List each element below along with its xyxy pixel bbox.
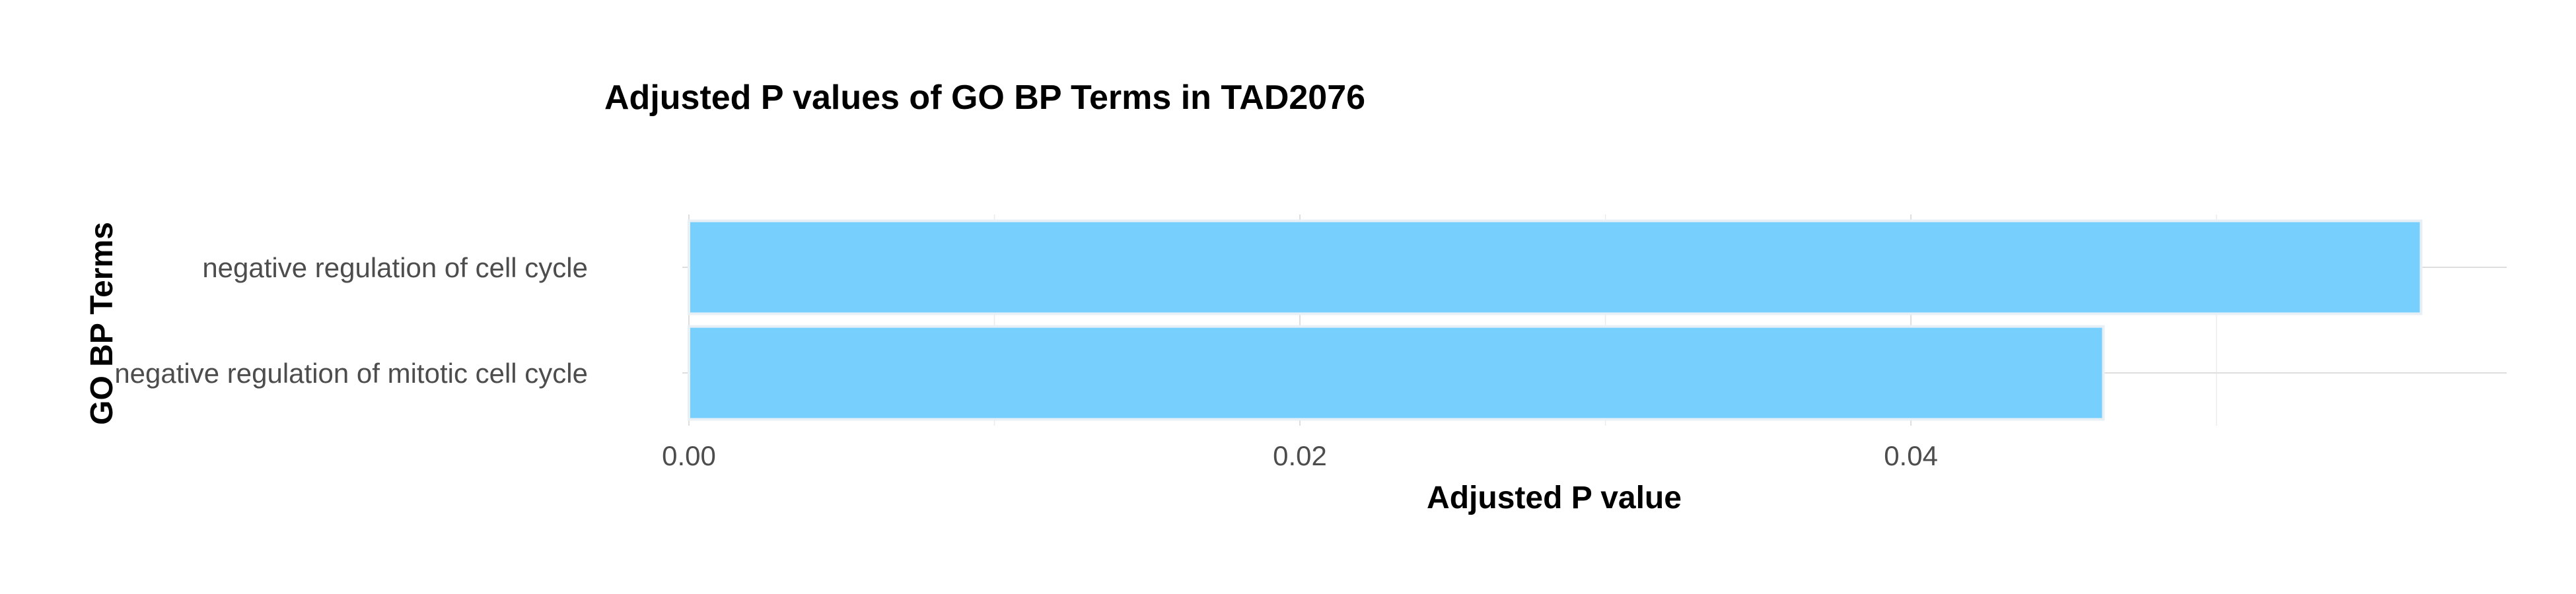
category-label: negative regulation of mitotic cell cycl… — [114, 358, 588, 389]
category-labels: negative regulation of cell cycle negativ… — [114, 252, 588, 389]
x-tick-label: 0.02 — [1273, 440, 1327, 471]
bars — [688, 219, 2423, 421]
x-axis-title: Adjusted P value — [1427, 480, 1682, 515]
y-axis-title: GO BP Terms — [85, 222, 120, 425]
bar — [688, 325, 2105, 421]
x-tick-labels: 0.00 0.02 0.04 — [662, 440, 1938, 471]
x-tick-label: 0.00 — [662, 440, 716, 471]
x-tick-label: 0.04 — [1884, 440, 1938, 471]
category-label: negative regulation of cell cycle — [202, 252, 588, 283]
bar — [688, 219, 2423, 315]
chart-title: Adjusted P values of GO BP Terms in TAD2… — [604, 79, 1365, 117]
